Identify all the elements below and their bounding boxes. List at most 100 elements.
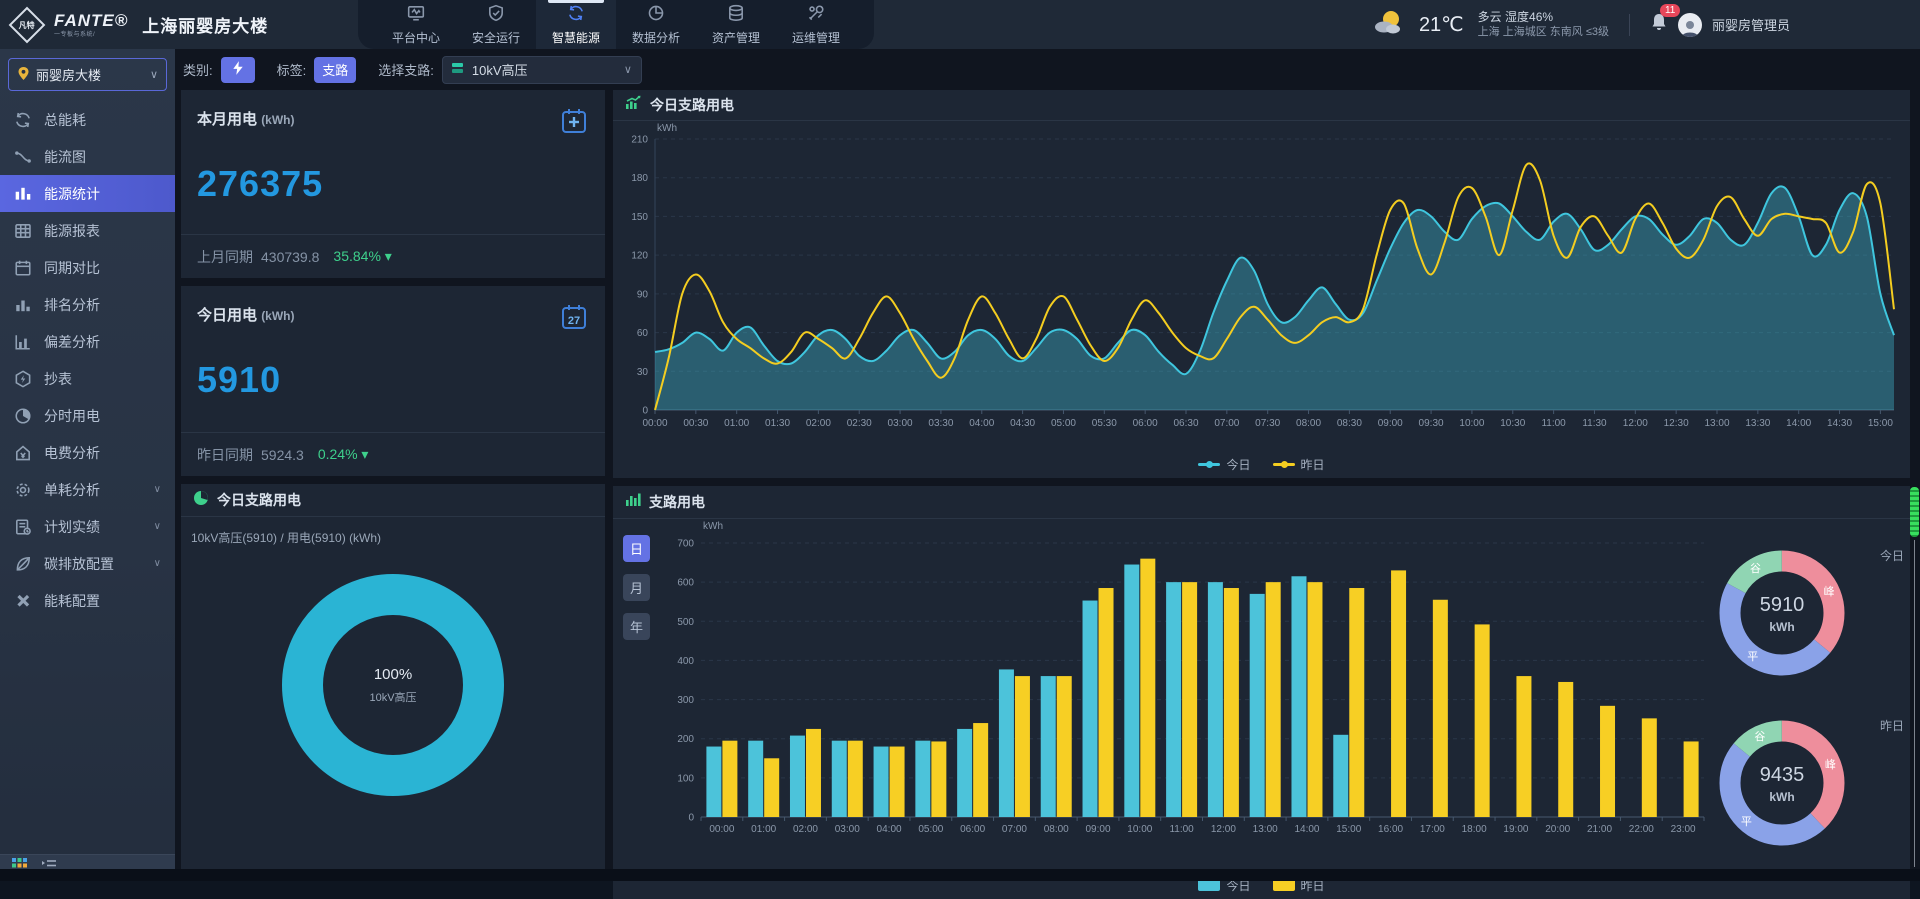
svg-text:07:00: 07:00 [1214,418,1239,429]
sidebar-item-同期对比[interactable]: 同期对比 [0,249,175,286]
time-pie-icon [14,407,32,425]
svg-text:0: 0 [642,406,648,417]
svg-text:30: 30 [637,367,649,378]
tou-donut-label: 今日 [1880,547,1904,564]
nav-item-智慧能源[interactable]: 智慧能源 [536,0,616,49]
nav-item-运维管理[interactable]: 运维管理 [776,0,856,49]
period-button-月[interactable]: 月 [623,574,650,601]
period-button-年[interactable]: 年 [623,613,650,640]
svg-text:21:00: 21:00 [1587,824,1612,835]
weather-icon [1371,8,1405,41]
tag-branch-button[interactable]: 支路 [314,57,356,83]
chevron-down-icon: ∨ [154,521,161,532]
svg-text:04:00: 04:00 [877,824,902,835]
svg-text:10:00: 10:00 [1459,418,1484,429]
sidebar-item-排名分析[interactable]: 排名分析 [0,286,175,323]
branch-select[interactable]: 10kV高压 ∨ [442,56,642,84]
username[interactable]: 丽婴房管理员 [1712,15,1790,34]
nav-item-数据分析[interactable]: 数据分析 [616,0,696,49]
nav-item-资产管理[interactable]: 资产管理 [696,0,776,49]
svg-text:08:00: 08:00 [1296,418,1321,429]
svg-text:23:00: 23:00 [1671,824,1696,835]
sidebar-item-能耗配置[interactable]: 能耗配置 [0,582,175,619]
sidebar-item-能源报表[interactable]: 能源报表 [0,212,175,249]
sidebar-item-分时用电[interactable]: 分时用电 [0,397,175,434]
leaf-icon [14,555,32,573]
line-chart-legend: 今日 昨日 [613,451,1910,478]
svg-text:10:30: 10:30 [1500,418,1525,429]
svg-text:90: 90 [637,290,649,301]
svg-text:00:30: 00:30 [683,418,708,429]
sidebar-item-偏差分析[interactable]: 偏差分析 [0,323,175,360]
sidebar-item-电费分析[interactable]: 电费分析 [0,434,175,471]
lightning-icon [232,60,244,79]
svg-text:400: 400 [677,656,694,667]
bar-chart-icon [625,492,641,512]
main-nav: 平台中心安全运行智慧能源数据分析资产管理运维管理 [358,0,874,49]
period-button-日[interactable]: 日 [623,535,650,562]
svg-text:05:30: 05:30 [1092,418,1117,429]
building-select[interactable]: 丽婴房大楼 ∨ [8,58,167,91]
svg-text:07:00: 07:00 [1002,824,1027,835]
month-card-title: 本月用电 (kWh) [197,108,589,129]
legend-昨日[interactable]: 昨日 [1273,456,1325,473]
sidebar-item-能流图[interactable]: 能流图 [0,138,175,175]
calendar-add-icon[interactable] [559,106,589,141]
svg-text:08:30: 08:30 [1337,418,1362,429]
sidebar-item-总能耗[interactable]: 总能耗 [0,101,175,138]
line-card-title: 今日支路用电 [650,95,734,115]
chevron-down-icon: ∨ [154,484,161,495]
svg-text:02:30: 02:30 [847,418,872,429]
asset-icon [727,4,745,27]
svg-text:平: 平 [1747,651,1758,663]
legend-今日[interactable]: 今日 [1198,456,1250,473]
nav-item-安全运行[interactable]: 安全运行 [456,0,536,49]
svg-text:0: 0 [688,813,694,824]
branch-select-label: 选择支路: [378,60,434,79]
today-compare-value: 5924.3 [261,447,304,463]
calendar-day-icon[interactable]: 27 [559,302,589,337]
category-electric-button[interactable] [221,57,255,83]
today-usage-value: 5910 [197,359,589,401]
sidebar-menu: 总能耗能流图能源统计能源报表同期对比排名分析偏差分析抄表分时用电电费分析单耗分析… [0,101,175,854]
sidebar-item-抄表[interactable]: 抄表 [0,360,175,397]
shield-icon [487,4,505,27]
avatar[interactable] [1678,13,1702,37]
sidebar-item-单耗分析[interactable]: 单耗分析∨ [0,471,175,508]
ops-icon [807,4,825,27]
scrollbar-thumb[interactable] [1910,487,1919,537]
notifications-button[interactable]: 11 [1650,12,1668,37]
svg-text:平: 平 [1741,816,1752,828]
svg-text:10:00: 10:00 [1127,824,1152,835]
tools-icon [14,592,32,610]
sidebar-item-计划实绩[interactable]: 计划实绩∨ [0,508,175,545]
svg-text:700: 700 [677,539,694,550]
donut-card-subtitle: 10kV高压(5910) / 用电(5910) (kWh) [181,517,605,546]
svg-text:峰: 峰 [1824,585,1835,598]
platform-icon [407,4,425,27]
logo: 凡特 FANTE® 一专板与系统/ 上海丽婴房大楼 [0,12,300,38]
svg-text:15:00: 15:00 [1336,824,1361,835]
svg-text:11:00: 11:00 [1541,418,1566,429]
recycle-icon [14,111,32,129]
sidebar-item-能源统计[interactable]: 能源统计 [0,175,175,212]
chevron-down-icon: ∨ [624,63,632,76]
energy-icon [567,4,585,27]
month-percent: 35.84% ▾ [333,248,391,265]
svg-text:00:00: 00:00 [709,824,734,835]
gear-icon [14,481,32,499]
svg-text:13:30: 13:30 [1745,418,1770,429]
nav-item-平台中心[interactable]: 平台中心 [376,0,456,49]
svg-text:12:00: 12:00 [1623,418,1648,429]
svg-text:03:00: 03:00 [835,824,860,835]
svg-text:09:00: 09:00 [1086,824,1111,835]
svg-text:9435: 9435 [1760,764,1805,786]
sidebar-item-碳排放配置[interactable]: 碳排放配置∨ [0,545,175,582]
svg-text:03:30: 03:30 [928,418,953,429]
svg-text:09:30: 09:30 [1419,418,1444,429]
svg-text:01:00: 01:00 [724,418,749,429]
svg-text:600: 600 [677,578,694,589]
svg-text:18:00: 18:00 [1462,824,1487,835]
svg-text:12:30: 12:30 [1664,418,1689,429]
